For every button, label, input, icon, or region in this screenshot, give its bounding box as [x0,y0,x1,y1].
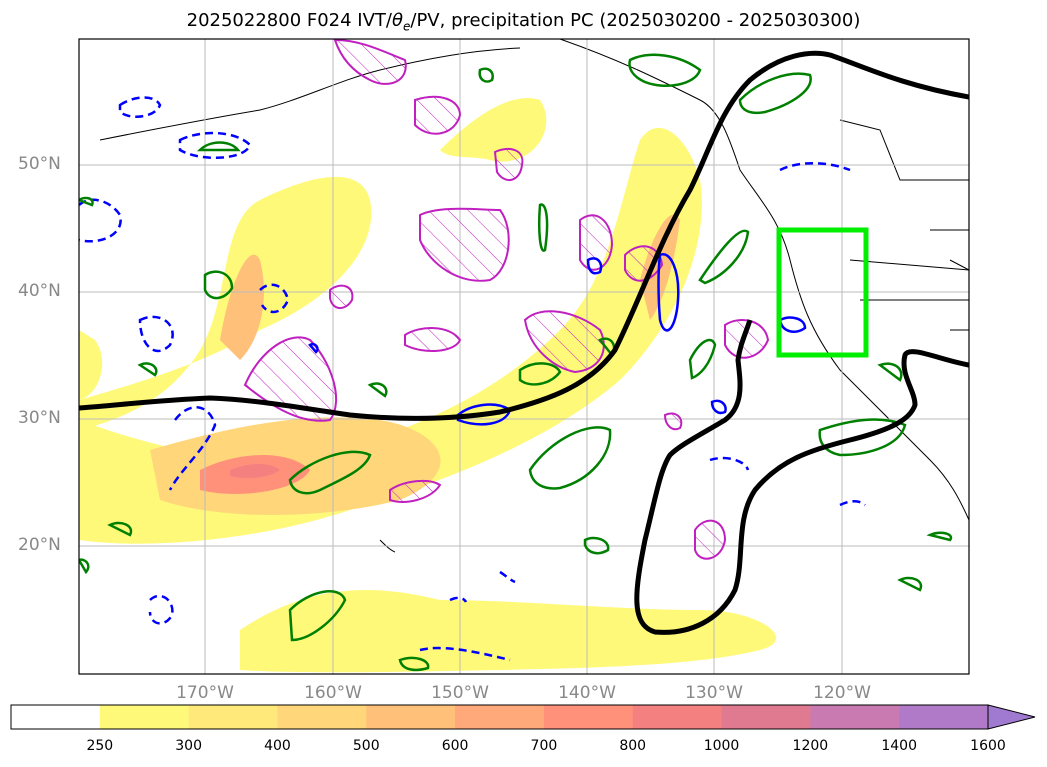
magenta-hatched-regions [243,39,770,560]
lon-label-120w: 120°W [813,683,871,703]
colorbar-tick-label: 250 [86,738,114,754]
colorbar-segment [188,705,278,729]
map-frame [78,38,970,675]
coastlines [99,39,969,553]
colorbar-segment [810,705,900,729]
colorbar-tick-label: 1200 [792,738,829,754]
colorbar-tick-label: 600 [441,738,469,754]
target-region-box [776,227,869,358]
colorbar-tick-label: 1000 [703,738,740,754]
colorbar-segment [721,705,811,729]
colorbar-segment [11,705,101,729]
colorbar-tick-label: 300 [175,738,202,754]
colorbar-tick-label: 1400 [881,738,917,754]
colorbar-tick-label: 800 [619,738,647,754]
lon-label-150w: 150°W [431,683,489,703]
lon-label-130w: 130°W [685,683,743,703]
colorbar-segment [99,705,190,729]
pv-positive-contours [79,53,953,672]
lon-label-160w: 160°W [304,683,362,703]
pv-negative-contours [79,96,866,662]
colorbar-segment [366,705,456,729]
ivt-shading [79,98,777,673]
map-panel [78,38,970,675]
colorbar-segment [899,705,989,729]
colorbar-segment [277,705,367,729]
lat-label-30n: 30°N [18,408,61,428]
lat-label-20n: 20°N [18,535,61,555]
colorbar-tick-label: 1600 [970,738,1006,754]
lon-label-140w: 140°W [558,683,616,703]
lon-label-170w: 170°W [176,683,234,703]
colorbar-segment [455,705,545,729]
colorbar-tick-label: 400 [264,738,291,754]
theta-e-contour [79,50,969,635]
colorbar-segment [632,705,723,729]
map-title: 2025022800 F024 IVT/θe/PV, precipitation… [186,10,861,34]
lat-label-40n: 40°N [18,281,61,301]
colorbar-segment [543,705,634,729]
colorbar-tick-label: 500 [352,738,380,754]
lat-label-50n: 50°N [18,154,61,174]
ivt-colorbar [10,704,1036,730]
graticule [79,39,969,674]
colorbar-tick-label: 700 [530,738,558,754]
